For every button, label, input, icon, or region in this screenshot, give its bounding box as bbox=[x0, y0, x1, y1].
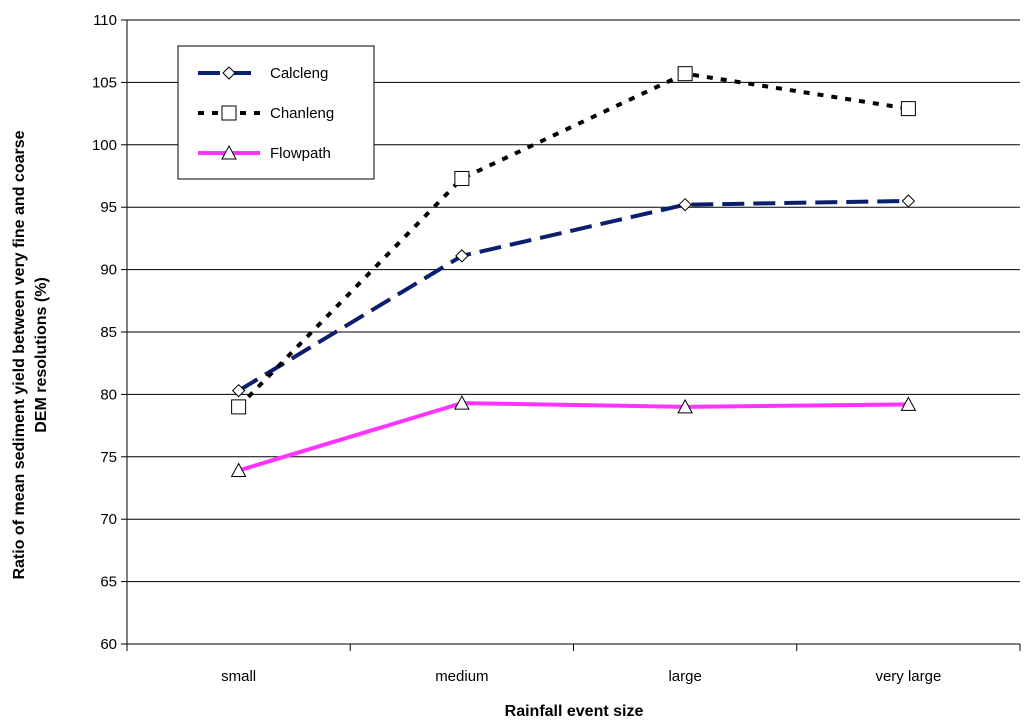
legend-label: Chanleng bbox=[270, 105, 334, 122]
data-point-calcleng bbox=[678, 197, 692, 212]
y-tick-label: 85 bbox=[100, 324, 117, 341]
y-tick-label: 100 bbox=[92, 137, 117, 154]
gridlines bbox=[127, 19, 1020, 583]
data-point-chanleng bbox=[900, 101, 916, 117]
series-flowpath bbox=[230, 395, 917, 478]
series-line-flowpath bbox=[238, 401, 909, 473]
data-series bbox=[230, 66, 917, 478]
axes bbox=[121, 19, 1021, 651]
legend-marker bbox=[222, 66, 236, 80]
legend-label: Flowpath bbox=[270, 145, 331, 162]
y-tick-labels: 60 65 70 75 80 85 90 95 100 105 110 bbox=[92, 12, 117, 653]
data-point-calcleng bbox=[231, 383, 246, 398]
legend-marker bbox=[221, 105, 237, 121]
legend: Calcleng Chanleng Flowpath bbox=[177, 45, 375, 180]
data-point-flowpath bbox=[677, 398, 693, 414]
y-axis-title-line-2: DEM resolutions (%) bbox=[33, 277, 50, 433]
series-chanleng bbox=[231, 66, 916, 415]
data-point-calcleng bbox=[901, 194, 916, 208]
data-point-chanleng bbox=[231, 399, 247, 415]
y-tick-label: 60 bbox=[100, 636, 117, 653]
y-tick-label: 95 bbox=[100, 199, 117, 216]
x-tick-label: small bbox=[221, 668, 256, 685]
x-tick-label: medium bbox=[435, 668, 488, 685]
legend-marker bbox=[221, 144, 237, 160]
legend-label: Calcleng bbox=[270, 65, 328, 82]
data-point-flowpath bbox=[454, 395, 470, 410]
y-tick-label: 90 bbox=[100, 262, 117, 279]
axis-titles: Rainfall event size Ratio of mean sedime… bbox=[11, 130, 643, 720]
legend-box bbox=[177, 45, 375, 180]
series-line-calcleng bbox=[237, 198, 909, 393]
legend-item-flowpath: Flowpath bbox=[198, 144, 331, 162]
data-point-flowpath bbox=[900, 396, 917, 411]
legend-item-calcleng: Calcleng bbox=[198, 65, 328, 82]
y-tick-label: 70 bbox=[100, 511, 117, 528]
data-point-chanleng bbox=[677, 66, 693, 82]
data-point-flowpath bbox=[230, 462, 247, 478]
x-tick-label: large bbox=[668, 668, 701, 685]
y-tick-label: 110 bbox=[93, 12, 117, 29]
y-tick-label: 105 bbox=[92, 74, 117, 91]
y-tick-label: 75 bbox=[100, 449, 117, 466]
data-point-calcleng bbox=[455, 249, 469, 263]
y-tick-label: 80 bbox=[100, 386, 117, 403]
y-axis-title-line-1: Ratio of mean sediment yield between ver… bbox=[11, 130, 28, 579]
x-tick-labels: small medium large very large bbox=[221, 668, 941, 685]
x-tick-label: very large bbox=[875, 668, 941, 685]
y-tick-label: 65 bbox=[100, 574, 117, 591]
x-axis-title: Rainfall event size bbox=[505, 703, 644, 720]
legend-item-chanleng: Chanleng bbox=[198, 105, 334, 122]
data-point-chanleng bbox=[454, 170, 470, 186]
series-line-chanleng bbox=[237, 71, 909, 409]
legend-items: Calcleng Chanleng Flowpath bbox=[198, 65, 334, 162]
series-calcleng bbox=[231, 194, 916, 398]
